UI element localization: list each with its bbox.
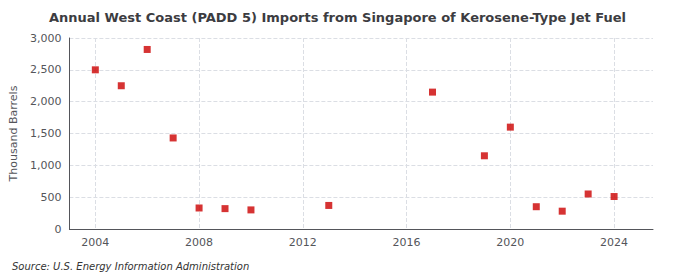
svg-text:2004: 2004	[81, 236, 109, 249]
svg-text:2,000: 2,000	[30, 95, 62, 108]
svg-text:2,500: 2,500	[30, 63, 62, 76]
svg-text:2016: 2016	[393, 236, 421, 249]
svg-text:0: 0	[54, 223, 61, 236]
svg-text:2024: 2024	[600, 236, 628, 249]
svg-text:1,000: 1,000	[30, 159, 62, 172]
svg-text:2012: 2012	[289, 236, 317, 249]
svg-text:500: 500	[40, 191, 61, 204]
svg-text:Thousand Barrels: Thousand Barrels	[7, 85, 20, 182]
svg-text:3,000: 3,000	[30, 32, 62, 45]
svg-text:2008: 2008	[185, 236, 213, 249]
svg-text:Source: U.S. Energy Informatio: Source: U.S. Energy Information Administ…	[12, 261, 249, 272]
svg-text:1,500: 1,500	[30, 127, 62, 140]
svg-text:2020: 2020	[496, 236, 524, 249]
svg-text:Annual West Coast (PADD 5) Imp: Annual West Coast (PADD 5) Imports from …	[49, 10, 626, 25]
